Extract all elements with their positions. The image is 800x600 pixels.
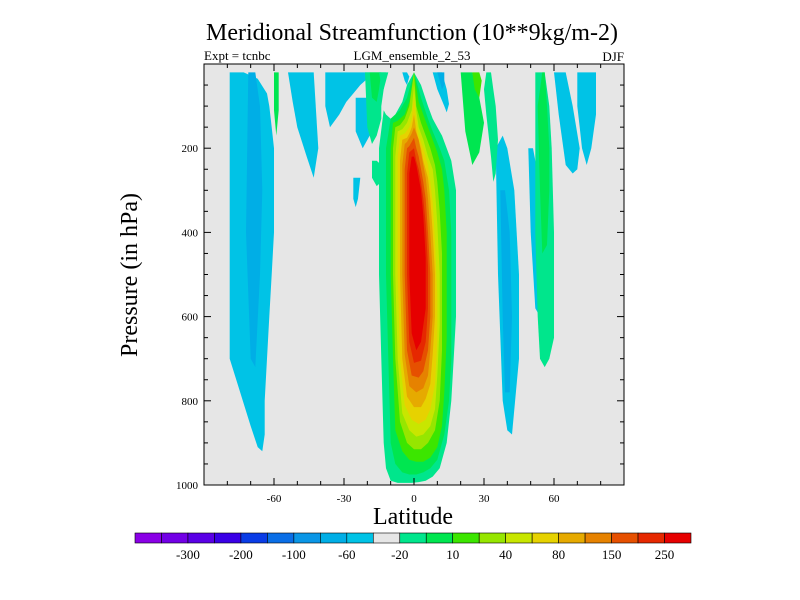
y-tick-label: 800 bbox=[182, 396, 199, 408]
contour-region-15 bbox=[484, 72, 498, 182]
colorbar: -300 -200 -100 -60 -20 10 40 80 150 250 bbox=[134, 532, 692, 562]
colorbar-swatch bbox=[240, 532, 268, 544]
contour-region-31 bbox=[409, 156, 426, 351]
y-tick-label: 200 bbox=[182, 143, 199, 155]
colorbar-label: 250 bbox=[655, 547, 675, 562]
y-tick-label: 600 bbox=[182, 312, 199, 324]
colorbar-swatch bbox=[346, 532, 374, 544]
colorbar-label: -200 bbox=[229, 547, 253, 562]
colorbar-swatch bbox=[399, 532, 427, 544]
contour-region-16 bbox=[472, 72, 482, 98]
x-tick-label: -30 bbox=[337, 493, 352, 505]
contour-region-7 bbox=[554, 72, 580, 174]
contour-region-11 bbox=[365, 72, 386, 144]
contour-region-12 bbox=[369, 72, 382, 102]
contour-region-33 bbox=[437, 72, 445, 90]
x-tick-label: 30 bbox=[479, 493, 491, 505]
y-axis-label: Pressure (in hPa) bbox=[117, 193, 143, 357]
colorbar-swatch bbox=[664, 532, 692, 544]
contour-region-2 bbox=[288, 72, 319, 178]
plot-axes: -60 -30 0 30 60 200 400 600 800 1000 bbox=[176, 63, 625, 505]
experiment-label: Expt = tcnbc bbox=[204, 48, 271, 63]
contour-region-19 bbox=[379, 72, 389, 90]
colorbar-swatch bbox=[637, 532, 665, 544]
chart-title: Meridional Streamfunction (10**9kg/m-2) bbox=[206, 20, 618, 46]
contour-region-9 bbox=[500, 190, 512, 393]
colorbar-label: -300 bbox=[176, 547, 200, 562]
colorbar-swatch bbox=[584, 532, 612, 544]
contour-region-1 bbox=[246, 72, 263, 368]
colorbar-swatch bbox=[425, 532, 454, 544]
season-label: DJF bbox=[602, 49, 624, 64]
colorbar-label: -100 bbox=[282, 547, 306, 562]
colorbar-swatch bbox=[372, 532, 401, 544]
colorbar-swatch bbox=[293, 532, 321, 544]
colorbar-swatch bbox=[320, 532, 348, 544]
colorbar-label: 80 bbox=[552, 547, 565, 562]
contour-region-32 bbox=[432, 72, 449, 113]
contour-region-6 bbox=[577, 72, 596, 165]
contour-region-20 bbox=[372, 160, 382, 187]
colorbar-swatch bbox=[531, 532, 559, 544]
colorbar-swatch bbox=[187, 532, 215, 544]
contour-region-3 bbox=[325, 72, 370, 128]
y-tick-label: 1000 bbox=[176, 480, 199, 492]
colorbar-swatch bbox=[134, 532, 162, 544]
x-tick-label: 0 bbox=[411, 493, 417, 505]
x-tick-label: 60 bbox=[549, 493, 561, 505]
colorbar-swatch bbox=[161, 532, 189, 544]
contour-region-13 bbox=[274, 72, 279, 136]
colorbar-swatch bbox=[505, 532, 533, 544]
colorbar-label: -60 bbox=[338, 547, 355, 562]
colorbar-label: -20 bbox=[391, 547, 408, 562]
colorbar-swatch bbox=[558, 532, 586, 544]
colorbar-label: 10 bbox=[446, 547, 459, 562]
colorbar-swatch bbox=[214, 532, 242, 544]
y-tick-label: 400 bbox=[182, 227, 199, 239]
contour-region-18 bbox=[537, 72, 550, 254]
ensemble-label: LGM_ensemble_2_53 bbox=[354, 48, 471, 63]
colorbar-label: 40 bbox=[499, 547, 512, 562]
colorbar-swatch bbox=[267, 532, 295, 544]
colorbar-swatch bbox=[478, 532, 506, 544]
x-tick-label: -60 bbox=[267, 493, 282, 505]
colorbar-label: 150 bbox=[602, 547, 622, 562]
colorbar-swatch bbox=[611, 532, 639, 544]
contour-region-5 bbox=[353, 177, 361, 208]
colorbar-swatch bbox=[452, 532, 480, 544]
x-axis-label: Latitude bbox=[373, 504, 453, 530]
contour-region-34 bbox=[402, 72, 410, 85]
plot-area bbox=[204, 64, 624, 485]
